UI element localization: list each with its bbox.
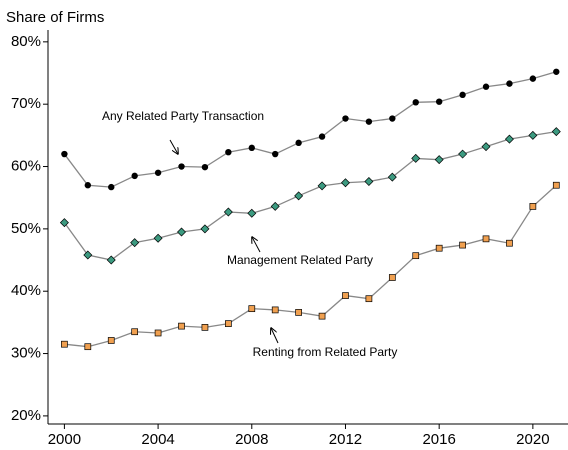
annotation: Renting from Related Party — [253, 345, 398, 359]
point — [178, 163, 185, 170]
point — [340, 178, 350, 188]
point — [435, 244, 443, 252]
point — [317, 181, 327, 191]
point — [318, 312, 326, 320]
point — [61, 150, 68, 158]
point — [365, 118, 373, 125]
point — [225, 320, 232, 327]
annotation-arrow — [271, 328, 279, 344]
series-line — [63, 71, 557, 188]
point — [435, 98, 443, 105]
point — [552, 181, 560, 189]
point — [342, 115, 349, 122]
point — [107, 337, 115, 344]
y-tick-label: 40% — [11, 282, 41, 299]
annotation-arrow — [252, 237, 261, 253]
point — [294, 191, 304, 201]
annotation-arrow — [169, 139, 178, 154]
point — [458, 149, 468, 159]
point — [178, 322, 185, 330]
point — [295, 139, 302, 147]
series-line — [64, 184, 557, 348]
y-tick-label: 20% — [11, 407, 41, 424]
point — [59, 218, 69, 228]
point — [412, 99, 419, 106]
point — [482, 83, 490, 90]
point — [504, 134, 514, 144]
point — [482, 235, 490, 243]
y-tick-label: 30% — [11, 345, 41, 362]
point — [131, 172, 138, 180]
point — [154, 169, 162, 176]
point — [84, 343, 92, 351]
annotation: Any Related Party Transaction — [102, 109, 264, 123]
point — [130, 238, 140, 248]
point — [61, 340, 68, 348]
y-axis-title: Share of Firms — [6, 9, 104, 26]
point — [84, 182, 92, 189]
point — [506, 239, 513, 247]
point — [201, 324, 209, 331]
point — [389, 115, 396, 122]
x-tick-label: 2012 — [329, 431, 362, 448]
point — [201, 163, 209, 171]
annotation: Management Related Party — [227, 253, 373, 267]
point — [225, 148, 232, 156]
y-tick-label: 60% — [11, 157, 41, 174]
point — [481, 142, 491, 152]
point — [108, 183, 115, 191]
point — [272, 150, 279, 158]
point — [388, 274, 396, 281]
x-tick-label: 2020 — [516, 431, 549, 448]
series-line — [63, 130, 557, 261]
point — [342, 292, 349, 299]
point — [271, 306, 279, 314]
point — [459, 241, 466, 249]
point — [270, 201, 280, 211]
point — [434, 155, 444, 165]
x-tick-label: 2000 — [48, 431, 81, 448]
point — [529, 203, 537, 210]
point — [387, 172, 397, 182]
point — [459, 91, 466, 99]
point — [248, 144, 255, 152]
point — [551, 127, 561, 137]
point — [411, 153, 421, 163]
x-tick-label: 2016 — [422, 431, 455, 448]
point — [153, 233, 163, 243]
y-tick-label: 70% — [11, 95, 41, 112]
point — [506, 80, 513, 87]
point — [223, 207, 233, 217]
point — [248, 305, 256, 313]
point — [200, 224, 210, 234]
point — [412, 252, 420, 260]
point — [553, 68, 560, 75]
point — [365, 295, 373, 303]
y-tick-label: 80% — [11, 33, 41, 50]
point — [247, 208, 257, 218]
x-tick-label: 2008 — [235, 431, 268, 448]
point — [131, 328, 139, 336]
x-tick-label: 2004 — [141, 431, 174, 448]
point — [295, 309, 302, 316]
point — [83, 250, 93, 260]
y-tick-label: 50% — [11, 220, 41, 237]
point — [154, 329, 162, 337]
point — [177, 227, 187, 237]
point — [528, 130, 538, 140]
point — [106, 255, 116, 265]
point — [318, 133, 326, 140]
point — [529, 75, 537, 82]
point — [364, 176, 374, 186]
